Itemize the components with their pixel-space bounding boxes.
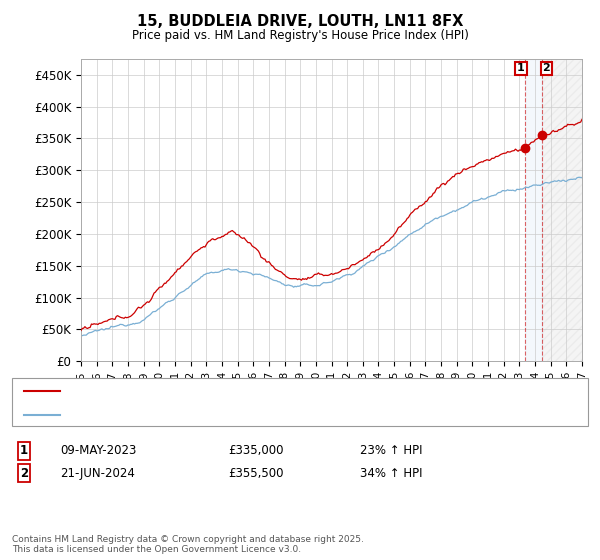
Text: 15, BUDDLEIA DRIVE, LOUTH, LN11 8FX: 15, BUDDLEIA DRIVE, LOUTH, LN11 8FX [137, 14, 463, 29]
Text: 15, BUDDLEIA DRIVE, LOUTH, LN11 8FX (detached house): 15, BUDDLEIA DRIVE, LOUTH, LN11 8FX (det… [69, 386, 392, 396]
Text: £335,000: £335,000 [228, 444, 284, 458]
Text: 34% ↑ HPI: 34% ↑ HPI [360, 466, 422, 480]
Text: 09-MAY-2023: 09-MAY-2023 [60, 444, 136, 458]
Text: 1: 1 [517, 63, 525, 73]
Bar [525, 59, 542, 361]
Text: 2: 2 [20, 466, 28, 480]
Text: HPI: Average price, detached house, East Lindsey: HPI: Average price, detached house, East… [69, 410, 346, 420]
Bar [542, 59, 582, 361]
Text: 21-JUN-2024: 21-JUN-2024 [60, 466, 135, 480]
Text: Price paid vs. HM Land Registry's House Price Index (HPI): Price paid vs. HM Land Registry's House … [131, 29, 469, 42]
Text: 23% ↑ HPI: 23% ↑ HPI [360, 444, 422, 458]
Text: Contains HM Land Registry data © Crown copyright and database right 2025.
This d: Contains HM Land Registry data © Crown c… [12, 535, 364, 554]
Text: 2: 2 [542, 63, 550, 73]
Text: 1: 1 [20, 444, 28, 458]
Text: £355,500: £355,500 [228, 466, 284, 480]
